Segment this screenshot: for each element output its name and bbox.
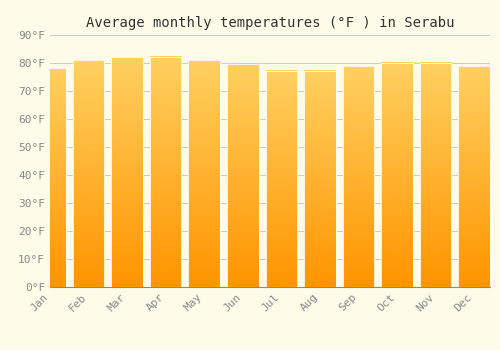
Title: Average monthly temperatures (°F ) in Serabu: Average monthly temperatures (°F ) in Se… bbox=[86, 16, 454, 30]
Bar bbox=[150, 57, 182, 287]
Bar bbox=[382, 63, 413, 287]
Bar bbox=[150, 57, 182, 287]
Bar bbox=[112, 57, 143, 287]
Bar bbox=[342, 66, 374, 287]
Bar bbox=[420, 63, 452, 287]
Bar bbox=[266, 71, 297, 287]
Bar bbox=[73, 60, 104, 287]
Bar bbox=[112, 57, 143, 287]
Bar bbox=[227, 64, 258, 287]
Bar bbox=[227, 64, 258, 287]
Bar bbox=[458, 66, 490, 287]
Bar bbox=[458, 66, 490, 287]
Bar bbox=[34, 68, 66, 287]
Bar bbox=[382, 63, 413, 287]
Bar bbox=[342, 66, 374, 287]
Bar bbox=[34, 68, 66, 287]
Bar bbox=[266, 71, 297, 287]
Bar bbox=[188, 60, 220, 287]
Bar bbox=[304, 71, 336, 287]
Bar bbox=[420, 63, 452, 287]
Bar bbox=[188, 60, 220, 287]
Bar bbox=[73, 60, 104, 287]
Bar bbox=[304, 71, 336, 287]
